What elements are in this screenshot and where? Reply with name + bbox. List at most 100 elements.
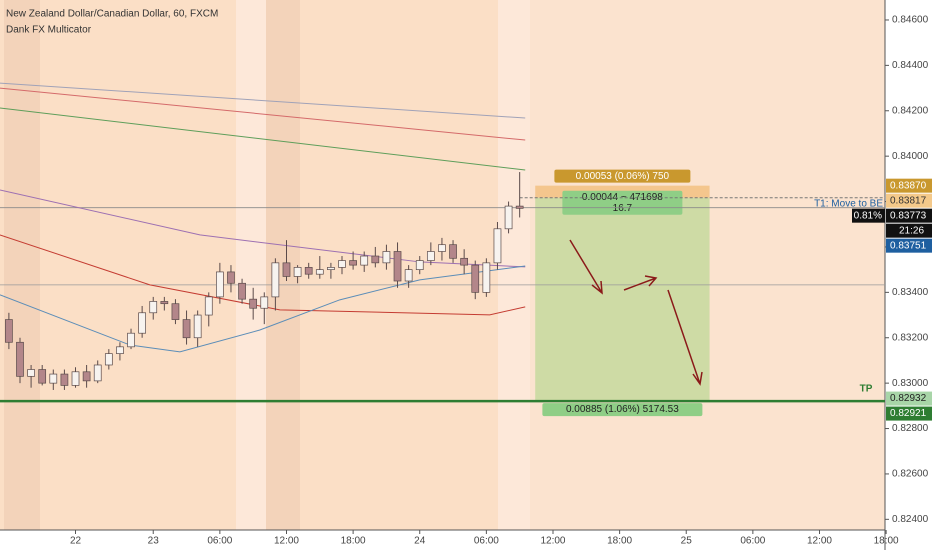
candle-body xyxy=(193,314,202,339)
candle-body xyxy=(304,267,313,275)
header-title: New Zealand Dollar/Canadian Dollar, 60, … xyxy=(6,9,218,20)
entry-label-bg xyxy=(562,190,683,215)
candle-body xyxy=(426,251,435,261)
time-axis xyxy=(0,530,885,550)
candle-body xyxy=(82,371,91,382)
x-tick-label: 22 xyxy=(70,536,82,547)
stop-label-bg xyxy=(554,169,691,183)
timer-tag xyxy=(886,223,932,238)
candle-body xyxy=(260,296,269,309)
x-tick-label: 12:00 xyxy=(540,536,565,547)
session-band xyxy=(236,0,266,530)
arrows xyxy=(569,239,703,386)
candle-body xyxy=(104,353,113,366)
candle-body xyxy=(238,282,246,300)
candle-body xyxy=(393,251,402,282)
arrow xyxy=(667,289,703,386)
y-tick-label: 0.83200 xyxy=(892,332,929,343)
candle-body xyxy=(482,262,491,293)
price-tag xyxy=(886,193,932,208)
candle-body xyxy=(493,228,502,264)
candle-body xyxy=(327,267,335,271)
header-indicator: Dank FX Multicator xyxy=(6,25,92,36)
candle-body xyxy=(360,255,369,266)
candle-body xyxy=(227,271,235,284)
x-tick-label: 18:00 xyxy=(341,536,366,547)
x-tick-label: 24 xyxy=(414,536,426,547)
moving-average xyxy=(0,234,526,316)
target-zone xyxy=(535,197,710,402)
candle-body xyxy=(49,373,58,384)
candle-body xyxy=(471,264,480,293)
target-label-bg xyxy=(542,403,703,417)
candle-body xyxy=(60,373,69,386)
price-tag-label: 0.82932 xyxy=(890,393,927,404)
candle-body xyxy=(282,262,291,277)
candle-body xyxy=(138,312,146,334)
moving-average xyxy=(0,82,526,119)
x-tick-label: 06:00 xyxy=(207,536,232,547)
x-tick-label: 18:00 xyxy=(874,536,899,547)
percent-tag xyxy=(852,208,885,223)
timer-label: 21:26 xyxy=(899,225,924,236)
y-tick-label: 0.84200 xyxy=(892,105,929,116)
moving-average xyxy=(0,87,526,141)
y-tick-label: 0.82800 xyxy=(892,423,929,434)
candle-body xyxy=(93,364,102,382)
arrow xyxy=(569,239,603,295)
candle-body xyxy=(460,257,469,266)
price-tag xyxy=(886,208,932,223)
candle-body xyxy=(404,269,413,282)
target-label: 0.00885 (1.06%) 5174.53 xyxy=(566,404,679,415)
candle-body xyxy=(449,244,457,259)
moving-average xyxy=(0,189,526,268)
candle-body xyxy=(349,260,357,266)
x-tick-label: 18:00 xyxy=(607,536,632,547)
price-tag xyxy=(886,238,932,253)
price-tag-label: 0.83817 xyxy=(890,195,927,206)
moving-average xyxy=(0,107,526,171)
candle-body xyxy=(71,371,80,386)
y-tick-label: 0.83000 xyxy=(892,378,929,389)
x-tick-label: 12:00 xyxy=(807,536,832,547)
price-tag-label: 0.83773 xyxy=(890,210,927,221)
candle-body xyxy=(438,244,446,252)
x-tick-label: 06:00 xyxy=(740,536,765,547)
x-tick-label: 23 xyxy=(148,536,160,547)
y-tick-label: 0.83400 xyxy=(892,287,929,298)
x-tick-label: 12:00 xyxy=(274,536,299,547)
candle-body xyxy=(5,319,13,343)
candle-body xyxy=(27,369,35,377)
candle-body xyxy=(504,205,513,230)
candle-body xyxy=(171,303,180,320)
candle-body xyxy=(16,341,24,377)
candle-body xyxy=(127,332,135,348)
candle-body xyxy=(149,301,158,314)
candle-body xyxy=(271,262,280,298)
candle-body xyxy=(515,205,524,209)
y-tick-label: 0.84400 xyxy=(892,60,929,71)
price-tag-label: 0.83751 xyxy=(890,240,927,251)
arrow xyxy=(623,275,658,291)
candle-body xyxy=(116,346,124,354)
x-tick-label: 06:00 xyxy=(474,536,499,547)
price-tag xyxy=(886,391,932,406)
y-tick-label: 0.84600 xyxy=(892,15,929,26)
candle-body xyxy=(160,301,169,305)
tp-label: TP xyxy=(860,384,873,395)
candle-body xyxy=(382,251,391,264)
candle-body xyxy=(371,255,380,264)
entry-sub: 16.7 xyxy=(613,203,633,214)
candle-body xyxy=(204,296,213,316)
session-band xyxy=(4,0,40,530)
price-tag-label: 0.83870 xyxy=(890,180,927,191)
y-tick-label: 0.82600 xyxy=(892,469,929,480)
candle-body xyxy=(182,319,191,339)
y-tick-label: 0.82400 xyxy=(892,514,929,525)
candle-body xyxy=(338,260,346,268)
candle-body xyxy=(415,260,424,271)
candle-body xyxy=(216,271,224,298)
candle-body xyxy=(249,298,258,309)
